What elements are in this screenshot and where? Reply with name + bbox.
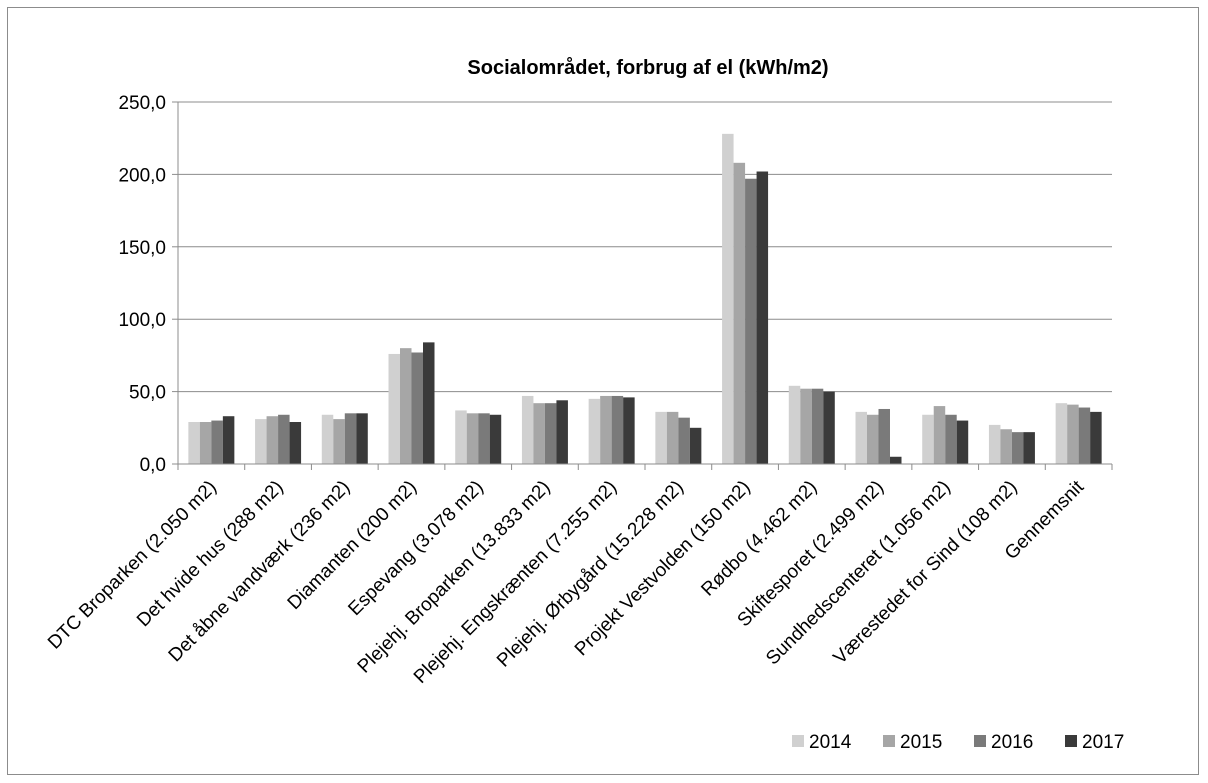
bar-2017 — [222, 416, 235, 464]
bar-2015 — [533, 403, 545, 464]
bar-2015 — [600, 395, 612, 464]
bar-2016 — [344, 413, 357, 464]
bar-2017 — [356, 413, 368, 464]
bar-2017 — [556, 400, 568, 464]
bar-2015 — [1067, 404, 1079, 464]
bar-2015 — [199, 422, 212, 464]
bar-2014 — [788, 385, 801, 464]
bar-2014 — [388, 353, 400, 464]
legend-swatch-2014 — [792, 735, 804, 747]
bar-2017 — [489, 414, 502, 464]
bar-2014 — [855, 411, 867, 464]
bar-2016 — [478, 413, 490, 464]
bar-2014 — [521, 395, 534, 464]
bar-2015 — [933, 406, 946, 464]
bar-2015 — [733, 162, 746, 465]
legend-swatch-2017 — [1065, 735, 1077, 747]
bar-2017 — [823, 391, 835, 464]
bar-2015 — [867, 414, 879, 464]
bar-2014 — [988, 424, 1001, 464]
bar-2015 — [666, 411, 679, 464]
bar-2015 — [266, 416, 279, 464]
y-axis: 0,0 50,0 100,0 150,0 200,0 250,0 — [118, 93, 179, 476]
bar-2016 — [878, 408, 890, 464]
bar-2017 — [1090, 411, 1102, 464]
bar-2016 — [1011, 432, 1024, 464]
legend-label-2015: 2015 — [900, 732, 942, 753]
y-tick-label: 200,0 — [118, 165, 166, 186]
bar-2016 — [678, 417, 690, 464]
y-tick-label: 50,0 — [129, 383, 166, 404]
chart-frame — [7, 7, 1199, 775]
bar-2015 — [400, 348, 412, 464]
bar-2015 — [800, 388, 812, 464]
bar-2014 — [655, 411, 667, 464]
bar-2016 — [945, 414, 957, 464]
bar-2014 — [1055, 403, 1068, 464]
bar-2017 — [1023, 432, 1035, 464]
gridlines — [178, 101, 1112, 393]
x-axis: DTC Broparken (2.050 m2)Det hvide hus (2… — [44, 463, 1113, 688]
chart-title: Socialområdet, forbrug af el (kWh/m2) — [467, 56, 828, 79]
bar-2014 — [922, 414, 934, 464]
bar-2015 — [466, 413, 479, 464]
bar-2017 — [623, 397, 635, 464]
bar-2017 — [756, 171, 769, 464]
x-tick-label: Rødbo (4.462 m2) — [697, 477, 821, 601]
bar-2017 — [890, 456, 902, 464]
y-tick-label: 0,0 — [140, 455, 166, 476]
bar-2016 — [811, 388, 824, 464]
bar-2017 — [956, 420, 969, 464]
y-tick-label: 150,0 — [118, 238, 166, 259]
bar-2014 — [255, 419, 267, 464]
legend-label-2016: 2016 — [991, 732, 1033, 753]
bar-2016 — [544, 403, 557, 464]
bar-2016 — [745, 178, 757, 464]
bar-2014 — [321, 414, 334, 464]
bar-2014 — [588, 398, 601, 464]
bar-2016 — [211, 420, 223, 464]
bar-2016 — [411, 352, 423, 464]
y-tick-label: 250,0 — [118, 93, 166, 114]
bar-2014 — [188, 422, 200, 464]
y-tick-label: 100,0 — [118, 310, 166, 331]
bar-2014 — [722, 133, 734, 464]
x-tick-label: Espevang (3.078 m2) — [344, 477, 487, 620]
bars — [188, 133, 1102, 465]
bar-2015 — [1000, 429, 1012, 464]
legend-label-2017: 2017 — [1082, 732, 1124, 753]
bar-2015 — [333, 419, 345, 464]
bar-2016 — [611, 395, 624, 464]
bar-2014 — [455, 410, 467, 464]
bar-2017 — [689, 427, 702, 464]
bar-2016 — [278, 414, 290, 464]
legend-label-2014: 2014 — [809, 732, 852, 753]
bar-2017 — [289, 422, 302, 464]
bar-2017 — [423, 342, 435, 464]
bar-2016 — [1078, 407, 1091, 464]
legend-swatch-2016 — [974, 735, 986, 747]
legend-swatch-2015 — [883, 735, 895, 747]
legend: 2014 2015 2016 2017 — [792, 732, 1124, 753]
x-tick-label: Diamanten (200 m2) — [284, 477, 421, 614]
